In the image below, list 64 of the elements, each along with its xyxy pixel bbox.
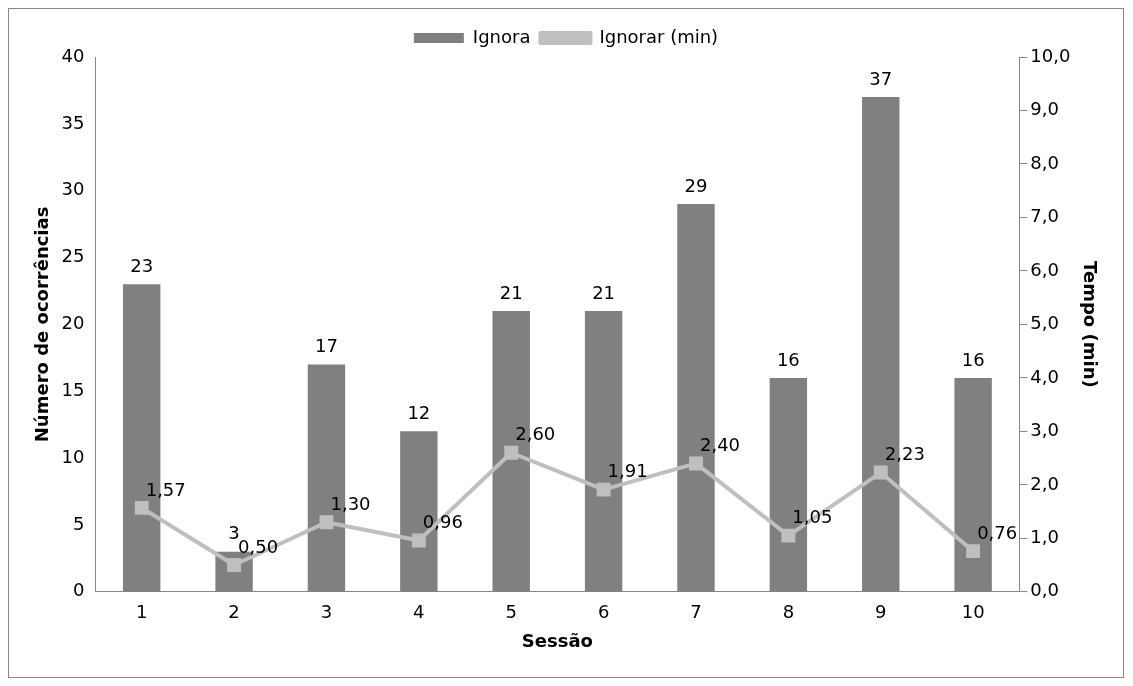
data-label: 29 (684, 174, 708, 196)
y-tick-label: 0 (73, 579, 85, 601)
y-tick-label: 35 (61, 111, 85, 133)
x-tick-label: 4 (413, 601, 425, 623)
point (319, 515, 334, 530)
x-tick-label: 9 (875, 601, 887, 623)
y-tick-label: 30 (61, 178, 85, 200)
data-label: 0,50 (238, 535, 279, 557)
y2-tick-label: 8,0 (1030, 151, 1059, 173)
data-label: 1,57 (145, 478, 186, 500)
y-axis-title: Número de ocorrências (31, 206, 53, 443)
data-label: 3 (228, 522, 240, 544)
x-tick-label: 7 (690, 601, 702, 623)
legend-label: Ignora (472, 25, 531, 47)
y2-axis-title: Tempo (min) (1079, 261, 1101, 388)
y2-tick-label: 1,0 (1030, 525, 1059, 547)
x-tick-label: 10 (961, 601, 985, 623)
y-tick-label: 20 (61, 312, 85, 334)
data-label: 37 (869, 67, 893, 89)
x-axis-title: Sessão (521, 629, 593, 651)
data-label: 17 (315, 335, 338, 357)
data-label: 2,60 (515, 423, 556, 445)
y2-tick-label: 6,0 (1030, 258, 1059, 280)
y-tick-label: 15 (61, 378, 85, 400)
point (966, 544, 981, 559)
x-tick-label: 3 (320, 601, 333, 623)
y-tick-label: 40 (61, 44, 85, 66)
x-tick-label: 5 (505, 601, 517, 623)
data-label: 16 (776, 348, 800, 370)
y2-tick-label: 5,0 (1030, 312, 1059, 334)
point (689, 456, 703, 471)
legend-label: Ignorar (min) (599, 25, 719, 47)
y2-tick-label: 9,0 (1030, 98, 1059, 120)
point (504, 445, 519, 460)
y2-tick-label: 0,0 (1030, 579, 1059, 601)
data-label: 0,96 (422, 511, 463, 533)
y-tick-label: 5 (73, 512, 85, 534)
point (873, 465, 888, 480)
data-label: 12 (407, 402, 431, 424)
x-tick-label: 1 (135, 601, 148, 623)
y2-tick-label: 7,0 (1030, 205, 1059, 227)
data-label: 16 (961, 348, 985, 370)
y2-tick-label: 4,0 (1030, 365, 1059, 387)
data-label: 1,91 (607, 460, 648, 482)
data-label: 0,76 (977, 521, 1018, 543)
y2-tick-label: 10,0 (1030, 44, 1071, 66)
x-tick-label: 2 (228, 601, 240, 623)
data-label: 21 (592, 281, 616, 303)
y2-tick-label: 2,0 (1030, 472, 1059, 494)
data-label: 1,30 (330, 492, 371, 514)
x-tick-label: 6 (597, 601, 610, 623)
point (781, 528, 796, 543)
data-label: 2,23 (884, 443, 925, 465)
point (596, 482, 611, 497)
y-tick-label: 25 (61, 245, 85, 267)
data-label: 2,40 (699, 434, 741, 456)
data-label: 21 (499, 281, 523, 303)
data-label: 1,05 (792, 506, 833, 528)
point (134, 500, 149, 515)
y-tick-label: 10 (61, 445, 85, 467)
point (411, 533, 426, 548)
x-tick-label: 8 (782, 601, 795, 623)
y2-tick-label: 3,0 (1030, 419, 1059, 441)
data-label: 23 (130, 254, 154, 276)
